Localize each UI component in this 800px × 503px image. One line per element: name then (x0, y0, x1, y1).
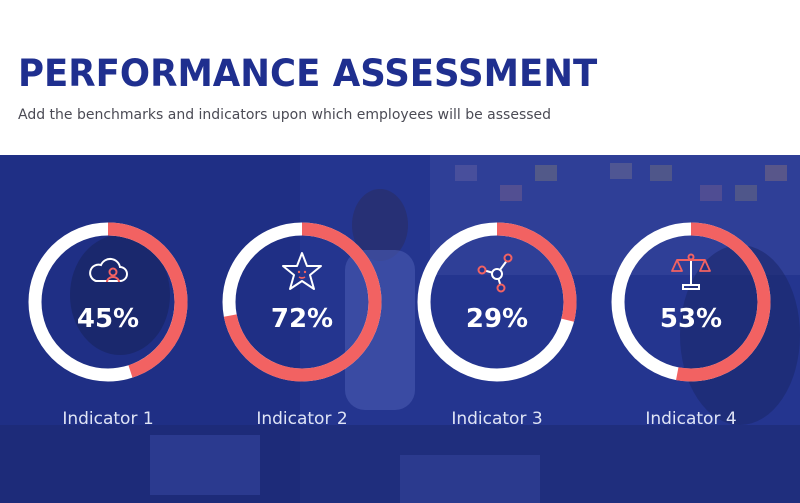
indicator-gauge-3: 29% (412, 217, 582, 387)
star-icon (280, 249, 324, 293)
ring-progress (28, 222, 188, 382)
header: PERFORMANCE ASSESSMENT Add the benchmark… (0, 0, 800, 155)
indicator-gauge-2: 72% (217, 217, 387, 387)
network-nodes-icon (475, 249, 519, 293)
balance-scale-icon (669, 249, 713, 293)
donut-ring (611, 222, 771, 382)
cloud-user-icon (86, 249, 130, 293)
indicator-percent: 29% (465, 304, 529, 334)
indicator-label: Indicator 4 (645, 409, 737, 429)
indicator-gauge-4: 53% (606, 217, 776, 387)
donut-ring (222, 222, 382, 382)
donut-ring (28, 222, 188, 382)
indicator-label: Indicator 2 (256, 409, 348, 429)
ring-progress (417, 222, 577, 382)
indicator-percent: 72% (270, 304, 334, 334)
page-title: PERFORMANCE ASSESSMENT (18, 52, 598, 95)
indicator-label: Indicator 1 (62, 409, 154, 429)
indicator-label: Indicator 3 (451, 409, 543, 429)
indicators-panel: 45% Indicator 1 72% Indicator 2 (0, 155, 800, 503)
ring-progress (611, 222, 771, 382)
indicator-percent: 53% (659, 304, 723, 334)
donut-ring (417, 222, 577, 382)
page-subtitle: Add the benchmarks and indicators upon w… (18, 107, 552, 123)
indicator-percent: 45% (76, 304, 140, 334)
background-photo (0, 155, 800, 503)
indicator-gauge-1: 45% (23, 217, 193, 387)
ring-progress (222, 222, 382, 382)
